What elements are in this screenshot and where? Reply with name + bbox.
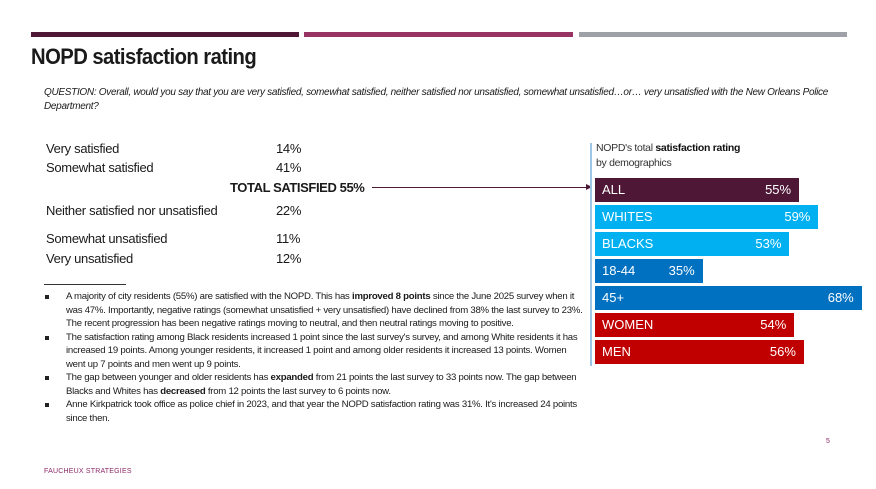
response-value: 41% bbox=[276, 160, 302, 175]
finding-item: A majority of city residents (55%) are s… bbox=[44, 290, 584, 331]
bar-label: MEN bbox=[602, 344, 631, 359]
response-label: Very unsatisfied bbox=[46, 251, 133, 266]
arrow-head-icon bbox=[586, 184, 592, 190]
response-label: Neither satisfied nor unsatisfied bbox=[46, 203, 218, 218]
page-number: 5 bbox=[826, 438, 830, 445]
bar-45-: 45+ 68% bbox=[595, 286, 862, 310]
bar-label: BLACKS bbox=[602, 236, 654, 251]
chart-title-text: NOPD's total bbox=[596, 142, 656, 154]
response-label: Somewhat satisfied bbox=[46, 160, 154, 175]
bar-18-44: 18-44 35% bbox=[595, 259, 703, 283]
accent-bar-2 bbox=[304, 32, 573, 37]
response-value: 11% bbox=[276, 231, 301, 246]
bar-blacks: BLACKS 53% bbox=[595, 232, 790, 256]
bar-label: ALL bbox=[602, 182, 626, 197]
finding-item: The satisfaction rating among Black resi… bbox=[44, 331, 584, 372]
total-satisfied: TOTAL SATISFIED 55% bbox=[230, 180, 365, 195]
page-title: NOPD satisfaction rating bbox=[31, 44, 257, 69]
divider bbox=[44, 284, 126, 285]
bar-label: WHITES bbox=[602, 209, 653, 224]
footer-brand: FAUCHEUX STRATEGIES bbox=[44, 468, 132, 475]
survey-question: QUESTION: Overall, would you say that yo… bbox=[44, 87, 829, 112]
chart-title: NOPD's total satisfaction rating by demo… bbox=[596, 141, 740, 171]
bar-label: 45+ bbox=[602, 290, 625, 305]
finding-item: Anne Kirkpatrick took office as police c… bbox=[44, 398, 584, 425]
bar-value-label: 35% bbox=[668, 263, 695, 278]
bar-men: MEN 56% bbox=[595, 340, 804, 364]
response-value: 22% bbox=[276, 203, 302, 218]
bar-label: 18-44 bbox=[602, 263, 636, 278]
finding-item: The gap between younger and older reside… bbox=[44, 371, 584, 398]
bar-women: WOMEN 54% bbox=[595, 313, 795, 337]
chart-title-bold: satisfaction rating bbox=[655, 142, 741, 154]
accent-bar-3 bbox=[579, 32, 847, 37]
bar-label: WOMEN bbox=[602, 317, 654, 332]
bar-value-label: 59% bbox=[784, 209, 811, 224]
chart-subtitle: by demographics bbox=[596, 157, 672, 169]
bar-whites: WHITES 59% bbox=[595, 205, 819, 229]
bar-value-label: 54% bbox=[760, 317, 787, 332]
response-label: Very satisfied bbox=[46, 141, 120, 156]
bar-all: ALL 55% bbox=[595, 178, 800, 202]
response-value: 14% bbox=[276, 141, 302, 156]
response-value: 12% bbox=[276, 251, 302, 266]
bar-value-label: 68% bbox=[827, 290, 854, 305]
bar-value-label: 55% bbox=[765, 182, 792, 197]
chart-axis-line bbox=[590, 143, 592, 366]
arrow-line bbox=[372, 187, 590, 188]
response-label: Somewhat unsatisfied bbox=[46, 231, 168, 246]
bar-value-label: 56% bbox=[769, 344, 796, 359]
findings-list: A majority of city residents (55%) are s… bbox=[44, 290, 584, 425]
accent-bar-1 bbox=[31, 32, 299, 37]
bar-value-label: 53% bbox=[755, 236, 782, 251]
